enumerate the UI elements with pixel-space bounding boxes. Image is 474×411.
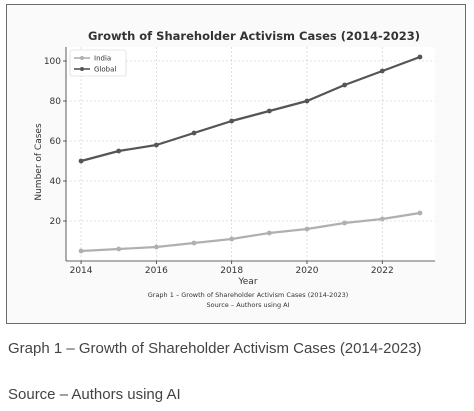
y-tick-label: 60 bbox=[50, 137, 62, 147]
y-tick-label: 80 bbox=[50, 97, 62, 107]
x-tick-label: 2022 bbox=[371, 266, 394, 276]
series-line-global bbox=[80, 55, 421, 163]
data-point-india bbox=[116, 246, 122, 252]
data-point-global bbox=[342, 82, 348, 88]
grid bbox=[66, 47, 435, 261]
data-point-global bbox=[304, 98, 310, 104]
data-point-global bbox=[417, 54, 423, 60]
series-line-india bbox=[81, 211, 421, 253]
tick-labels: 2014 2016 2018 2020 2022 20 40 60 80 100 bbox=[44, 57, 394, 276]
legend: India Global bbox=[69, 49, 127, 77]
figure-source: Source – Authors using AI bbox=[8, 386, 181, 403]
plot-area bbox=[66, 47, 435, 261]
y-tick-label: 40 bbox=[50, 177, 62, 187]
x-axis-label: Year bbox=[237, 277, 257, 287]
data-point-india bbox=[379, 216, 385, 222]
y-axis-label: Number of Cases bbox=[34, 123, 44, 201]
legend-label-global: Global bbox=[94, 66, 116, 74]
x-tick-label: 2014 bbox=[70, 266, 93, 276]
figure-caption: Graph 1 – Growth of Shareholder Activism… bbox=[8, 340, 422, 357]
data-point-global bbox=[266, 108, 272, 114]
data-point-india bbox=[153, 244, 159, 250]
data-point-india bbox=[342, 220, 348, 226]
figure-frame: Growth of Shareholder Activism Cases (20… bbox=[6, 4, 466, 324]
inner-caption-line-1: Graph 1 – Growth of Shareholder Activism… bbox=[148, 291, 349, 299]
inner-caption-line-2: Source – Authors using AI bbox=[206, 301, 289, 309]
data-point-india bbox=[229, 236, 235, 242]
legend-label-india: India bbox=[94, 55, 111, 63]
data-point-global bbox=[191, 130, 197, 136]
x-tick-label: 2020 bbox=[296, 266, 319, 276]
line-chart: Growth of Shareholder Activism Cases (20… bbox=[34, 29, 435, 309]
series-layer bbox=[78, 54, 423, 254]
data-point-india bbox=[191, 240, 197, 246]
y-tick-label: 100 bbox=[44, 57, 61, 67]
legend-marker-global bbox=[80, 67, 84, 71]
data-point-global bbox=[229, 118, 235, 124]
data-point-india bbox=[266, 230, 272, 236]
chart-title: Growth of Shareholder Activism Cases (20… bbox=[88, 29, 420, 43]
axes bbox=[63, 47, 435, 264]
data-point-global bbox=[78, 158, 84, 164]
data-point-india bbox=[417, 210, 423, 216]
data-point-global bbox=[379, 68, 385, 74]
legend-marker-india bbox=[80, 56, 84, 60]
y-tick-label: 20 bbox=[50, 217, 62, 227]
data-point-india bbox=[78, 248, 84, 254]
data-point-global bbox=[153, 142, 159, 148]
x-tick-label: 2016 bbox=[145, 266, 168, 276]
x-tick-label: 2018 bbox=[220, 266, 243, 276]
data-point-global bbox=[116, 148, 122, 154]
data-point-india bbox=[304, 226, 310, 232]
